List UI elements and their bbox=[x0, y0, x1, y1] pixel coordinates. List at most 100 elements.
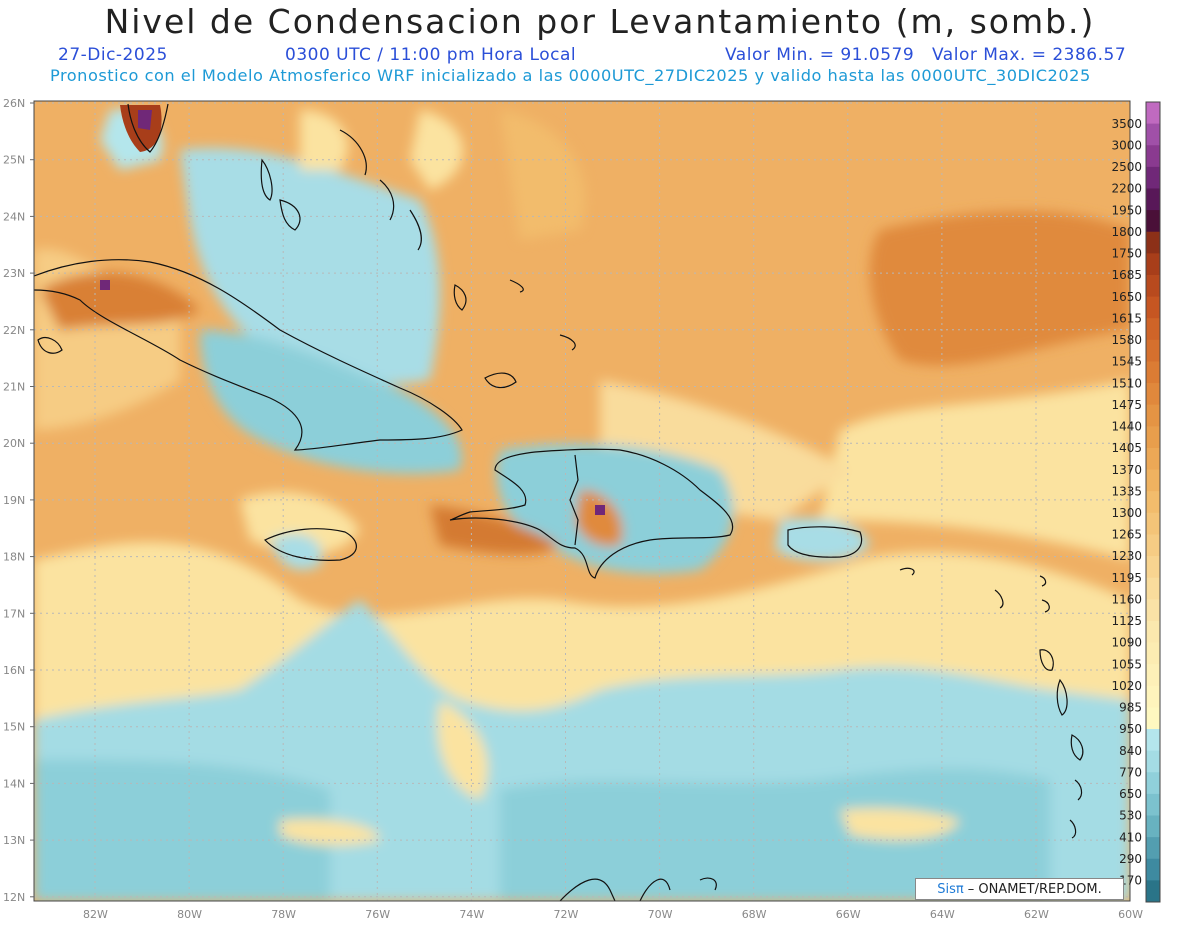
latitude-label: 24N bbox=[3, 210, 25, 223]
graticule bbox=[34, 101, 1130, 901]
colorbar-swatch bbox=[1146, 426, 1160, 449]
colorbar-label: 1055 bbox=[1111, 657, 1142, 671]
colorbar-label: 1950 bbox=[1111, 203, 1142, 217]
colorbar-label: 1685 bbox=[1111, 268, 1142, 282]
latitude-label: 14N bbox=[3, 777, 25, 790]
latitude-label: 20N bbox=[3, 437, 25, 450]
forecast-time: 0300 UTC / 11:00 pm Hora Local bbox=[285, 45, 577, 65]
colorbar-swatch bbox=[1146, 469, 1160, 492]
colorbar-swatch bbox=[1146, 210, 1160, 233]
longitude-label: 76W bbox=[365, 908, 390, 921]
onamet-label: – ONAMET/REP.DOM. bbox=[967, 881, 1102, 897]
colorbar-swatch bbox=[1146, 361, 1160, 384]
colorbar-label: 1160 bbox=[1111, 592, 1142, 606]
longitude-label: 64W bbox=[930, 908, 955, 921]
colorbar-swatch bbox=[1146, 729, 1160, 752]
colorbar-swatch bbox=[1146, 793, 1160, 817]
colorbar-swatch bbox=[1146, 880, 1160, 903]
colorbar-swatch bbox=[1146, 145, 1160, 168]
latitude-label: 18N bbox=[3, 551, 25, 564]
colorbar-label: 1265 bbox=[1111, 528, 1142, 542]
latitude-label: 17N bbox=[3, 607, 25, 620]
colorbar: 3500 3000 2500 2200 1950 1800 1750 1685 1650 1615… bbox=[1111, 101, 1161, 903]
colorbar-label: 290 bbox=[1119, 852, 1142, 866]
colorbar-label: 650 bbox=[1119, 787, 1142, 801]
colorbar-swatch bbox=[1146, 642, 1160, 665]
colorbar-swatch bbox=[1146, 707, 1160, 730]
colorbar-label: 1125 bbox=[1111, 614, 1142, 628]
colorbar-swatch bbox=[1146, 339, 1160, 362]
colorbar-label: 770 bbox=[1119, 765, 1142, 779]
longitude-label: 60W bbox=[1118, 908, 1143, 921]
colorbar-swatch bbox=[1146, 253, 1160, 276]
colorbar-label: 1090 bbox=[1111, 636, 1142, 650]
colorbar-swatch bbox=[1146, 274, 1160, 298]
latitude-label: 25N bbox=[3, 154, 25, 167]
colorbar-swatch bbox=[1146, 383, 1160, 406]
colorbar-swatch bbox=[1146, 296, 1160, 319]
colorbar-swatch bbox=[1146, 102, 1160, 125]
colorbar-label: 2500 bbox=[1111, 160, 1142, 174]
colorbar-swatch bbox=[1146, 556, 1160, 579]
longitude-label: 74W bbox=[459, 908, 484, 921]
longitude-labels: 82W 80W 78W 76W 74W 72W 70W 68W 66W 64W 62W 60W bbox=[83, 908, 1143, 921]
longitude-label: 62W bbox=[1024, 908, 1049, 921]
colorbar-swatch bbox=[1146, 772, 1160, 795]
latitude-label: 21N bbox=[3, 381, 25, 394]
colorbar-label: 1370 bbox=[1111, 463, 1142, 477]
colorbar-label: 170 bbox=[1119, 874, 1142, 888]
colorbar-swatch bbox=[1146, 188, 1160, 211]
coastlines bbox=[34, 103, 1084, 901]
colorbar-label: 1405 bbox=[1111, 441, 1142, 455]
colorbar-label: 1580 bbox=[1111, 333, 1142, 347]
max-value: Valor Max. = 2386.57 bbox=[932, 45, 1127, 65]
colorbar-label: 1800 bbox=[1111, 225, 1142, 239]
colorbar-label: 530 bbox=[1119, 809, 1142, 823]
sis-logo-text: Sisπ bbox=[937, 881, 964, 897]
colorbar-swatch bbox=[1146, 318, 1160, 341]
min-value: Valor Min. = 91.0579 bbox=[725, 45, 915, 65]
colorbar-label: 1230 bbox=[1111, 549, 1142, 563]
colorbar-label: 3000 bbox=[1111, 138, 1142, 152]
longitude-label: 82W bbox=[83, 908, 108, 921]
colorbar-swatch bbox=[1146, 166, 1160, 189]
colorbar-swatch bbox=[1146, 837, 1160, 860]
colorbar-swatch bbox=[1146, 534, 1160, 557]
colorbar-swatch bbox=[1146, 447, 1160, 471]
colorbar-swatch bbox=[1146, 599, 1160, 622]
latitude-label: 26N bbox=[3, 97, 25, 110]
longitude-label: 80W bbox=[177, 908, 202, 921]
colorbar-label: 985 bbox=[1119, 701, 1142, 715]
longitude-label: 78W bbox=[271, 908, 296, 921]
colorbar-swatch bbox=[1146, 664, 1160, 687]
onamet-logo: Sisπ – ONAMET/REP.DOM. bbox=[915, 878, 1124, 900]
colorbar-label: 1750 bbox=[1111, 247, 1142, 261]
colorbar-label: 1650 bbox=[1111, 290, 1142, 304]
latitude-label: 13N bbox=[3, 834, 25, 847]
colorbar-label: 1615 bbox=[1111, 311, 1142, 325]
colorbar-label: 3500 bbox=[1111, 117, 1142, 131]
colorbar-swatch bbox=[1146, 620, 1160, 644]
latitude-label: 16N bbox=[3, 664, 25, 677]
colorbar-label: 840 bbox=[1119, 744, 1142, 758]
colorbar-swatch bbox=[1146, 858, 1160, 881]
colorbar-swatch bbox=[1146, 231, 1160, 254]
colorbar-label: 1475 bbox=[1111, 398, 1142, 412]
latitude-label: 23N bbox=[3, 267, 25, 280]
colorbar-label: 2200 bbox=[1111, 182, 1142, 196]
latitude-label: 12N bbox=[3, 891, 25, 904]
latitude-labels: 26N 25N 24N 23N 22N 21N 20N 19N 18N 17N 16N 15N 14N 1… bbox=[3, 97, 34, 904]
colorbar-label: 1335 bbox=[1111, 484, 1142, 498]
colorbar-label: 1300 bbox=[1111, 506, 1142, 520]
colorbar-label: 1195 bbox=[1111, 571, 1142, 585]
forecast-date: 27-Dic-2025 bbox=[58, 45, 168, 65]
colorbar-swatch bbox=[1146, 750, 1160, 773]
colorbar-swatch bbox=[1146, 123, 1160, 146]
colorbar-swatch bbox=[1146, 512, 1160, 535]
colorbar-swatch bbox=[1146, 404, 1160, 427]
colorbar-swatch bbox=[1146, 491, 1160, 514]
colorbar-label: 950 bbox=[1119, 722, 1142, 736]
colorbar-label: 1440 bbox=[1111, 420, 1142, 434]
colorbar-swatch bbox=[1146, 685, 1160, 708]
